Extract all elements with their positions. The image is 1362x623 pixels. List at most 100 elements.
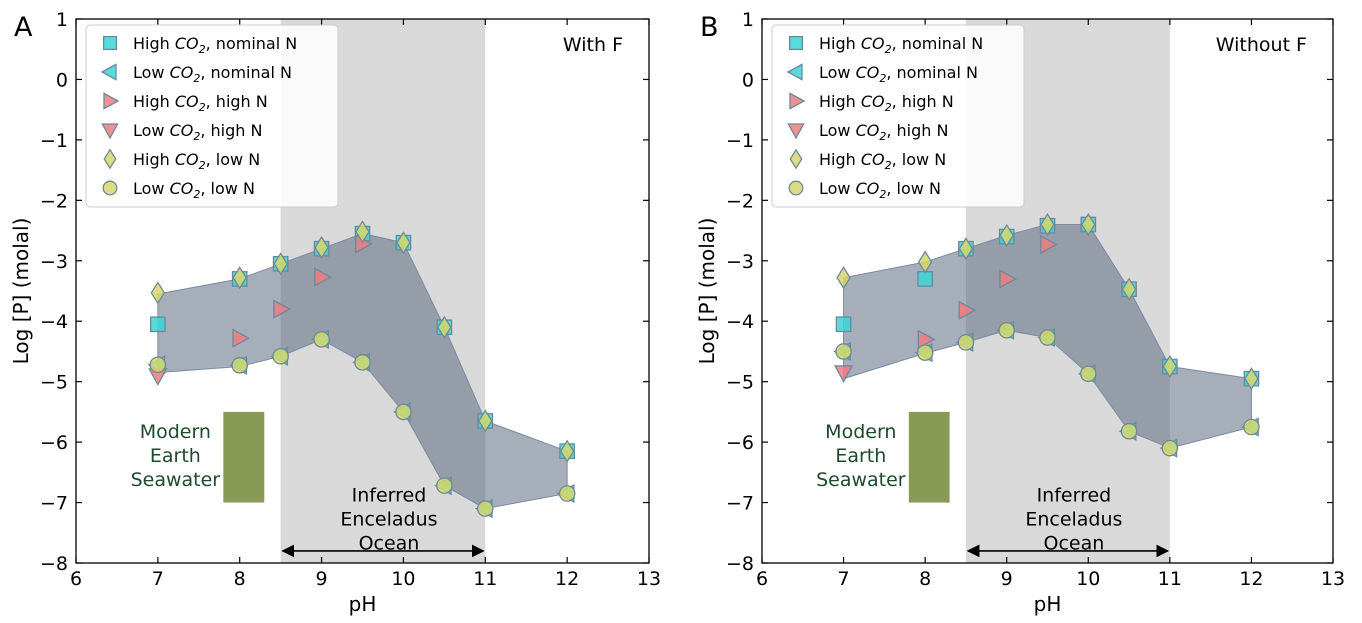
data-point — [314, 267, 332, 287]
legend-marker — [786, 63, 803, 81]
legend-entry-prefix: High — [133, 34, 175, 53]
legend-entry-suffix: , low N — [206, 150, 261, 169]
data-point — [835, 316, 852, 333]
y-axis-label: Log [P] (molal) — [9, 218, 33, 365]
x-tick-label: 7 — [838, 568, 850, 590]
x-tick-label: 13 — [1321, 568, 1345, 590]
data-point — [917, 271, 933, 287]
data-point — [150, 281, 166, 305]
seawater-label-line: Modern — [825, 421, 896, 443]
legend-entry: Low CO2, low N — [133, 179, 255, 201]
data-point — [273, 252, 288, 276]
x-tick-label: 12 — [555, 568, 579, 590]
legend-entry-species: CO — [170, 179, 194, 198]
data-point — [1039, 329, 1056, 346]
legend-entry: High CO2, nominal N — [819, 34, 983, 56]
y-tick-label: −4 — [40, 311, 68, 333]
legend-entry-suffix: , low N — [200, 179, 255, 198]
legend-entry-suffix: , low N — [886, 179, 941, 198]
data-point — [917, 250, 933, 274]
seawater-label-line: Seawater — [131, 469, 221, 491]
legend-entry-subscript: 2 — [885, 43, 892, 56]
seawater-label-line: Earth — [835, 445, 886, 467]
axes-frame — [75, 18, 650, 564]
legend-marker — [787, 123, 805, 140]
legend-entry-species: CO — [861, 150, 885, 169]
data-point — [396, 231, 411, 255]
legend-marker — [789, 148, 803, 170]
legend-entry: High CO2, high N — [133, 92, 268, 114]
legend-box — [771, 24, 1025, 208]
legend-entry-species: CO — [861, 92, 885, 111]
enceladus-label-line: Inferred — [352, 485, 427, 507]
y-tick-label: −5 — [40, 372, 68, 394]
data-point — [355, 220, 370, 244]
y-axis-label: Log [P] (molal) — [695, 218, 719, 365]
x-tick-label: 6 — [70, 568, 82, 590]
legend-entry-species: CO — [170, 63, 194, 82]
data-point — [1244, 367, 1259, 391]
legend-entry-species: CO — [856, 121, 880, 140]
data-point — [437, 315, 452, 339]
x-tick-label: 9 — [316, 568, 328, 590]
legend-entry-prefix: High — [819, 150, 861, 169]
data-point — [1081, 212, 1096, 237]
y-tick-label: −8 — [40, 553, 68, 575]
enceladus-label-line: Ocean — [1044, 533, 1105, 555]
data-point — [1079, 365, 1097, 383]
enceladus-label-line: Enceladus — [340, 509, 437, 531]
data-point — [478, 409, 493, 433]
x-tick-label: 10 — [1076, 568, 1100, 590]
data-point — [999, 269, 1018, 289]
y-tick-label: −2 — [726, 190, 754, 212]
x-tick-label: 13 — [637, 568, 661, 590]
data-point — [231, 357, 249, 374]
y-tick-label: −5 — [726, 372, 754, 394]
legend-marker — [789, 92, 806, 110]
legend-entry: Low CO2, nominal N — [819, 63, 978, 85]
legend-entry-prefix: High — [819, 34, 861, 53]
legend-entry-subscript: 2 — [879, 188, 886, 201]
data-point — [272, 347, 289, 365]
legend-entry-prefix: Low — [133, 63, 170, 82]
data-point — [273, 299, 292, 319]
data-point — [314, 235, 329, 260]
legend-entry-prefix: Low — [819, 63, 856, 82]
enceladus-label-line: Enceladus — [1025, 509, 1122, 531]
data-point — [1040, 234, 1058, 255]
legend-entry-subscript: 2 — [879, 72, 886, 85]
x-tick-label: 8 — [919, 568, 931, 590]
enceladus-label-line: Ocean — [359, 533, 420, 555]
data-point — [916, 344, 934, 361]
x-tick-label: 6 — [756, 568, 768, 590]
y-tick-label: −7 — [726, 493, 754, 515]
data-point — [354, 354, 371, 371]
legend-entry-species: CO — [856, 63, 880, 82]
legend-marker — [788, 35, 804, 51]
x-tick-label: 9 — [1001, 568, 1013, 590]
legend-entry-suffix: , nominal N — [886, 63, 978, 82]
y-tick-label: −1 — [726, 130, 754, 152]
data-point — [958, 300, 977, 320]
legend-marker — [103, 92, 120, 110]
legend-entry-suffix: , nominal N — [200, 63, 292, 82]
enceladus-label-line: Inferred — [1037, 485, 1112, 507]
legend-entry-species: CO — [861, 34, 885, 53]
legend-entry-suffix: , high N — [206, 92, 268, 111]
data-point — [1121, 277, 1137, 301]
legend-entry-species: CO — [175, 92, 199, 111]
data-point — [833, 365, 854, 383]
legend-entry-suffix: , nominal N — [892, 34, 984, 53]
legend-entry: High CO2, low N — [819, 150, 946, 172]
data-point — [313, 331, 330, 348]
y-tick-label: 0 — [742, 69, 754, 91]
legend-entry: Low CO2, nominal N — [133, 63, 292, 85]
legend-entry-subscript: 2 — [193, 130, 200, 143]
legend-entry-species: CO — [856, 179, 880, 198]
data-point — [436, 477, 453, 494]
legend-entry-suffix: , nominal N — [206, 34, 298, 53]
